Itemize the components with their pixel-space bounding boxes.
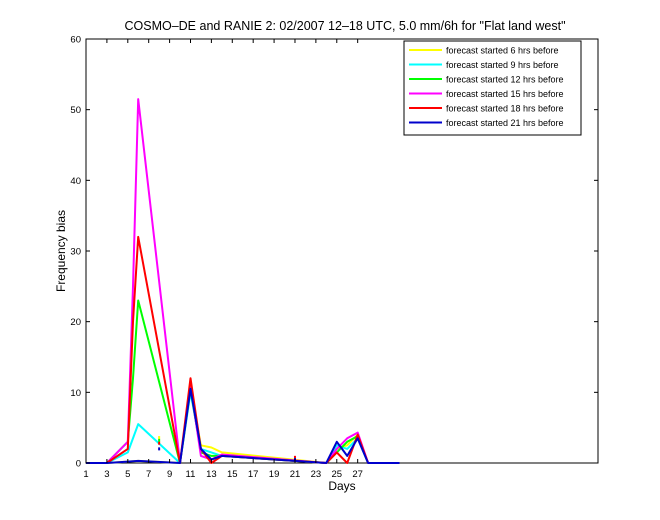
y-tick-label: 10: [70, 388, 81, 399]
x-tick-label: 11: [186, 469, 196, 480]
y-tick-label: 40: [70, 176, 81, 187]
data-point-marker: [158, 447, 161, 451]
y-tick-label: 50: [70, 105, 81, 116]
legend-box: [403, 40, 582, 136]
legend-entry: forecast started 18 hrs before: [446, 104, 564, 114]
data-point-marker: [158, 436, 161, 440]
y-tick-label: 20: [70, 317, 81, 328]
x-tick-label: 13: [206, 469, 217, 480]
legend: forecast started 6 hrs before forecast st…: [403, 40, 582, 136]
y-tick-label: 0: [76, 459, 81, 470]
data-point-marker: [158, 438, 161, 442]
legend-entry: forecast started 15 hrs before: [446, 89, 564, 99]
data-point-marker: [293, 455, 296, 459]
legend-entry: forecast started 21 hrs before: [446, 118, 564, 128]
legend-entry: forecast started 12 hrs before: [446, 75, 564, 85]
x-tick-label: 15: [227, 469, 238, 480]
x-tick-label: 1: [83, 469, 88, 480]
x-axis-label: Days: [328, 479, 355, 493]
x-tick-label: 9: [167, 469, 172, 480]
data-point-marker: [158, 441, 161, 445]
x-tick-label: 17: [248, 469, 259, 480]
x-tick-label: 3: [104, 469, 109, 480]
series-line-4: [86, 98, 400, 464]
x-tick-label: 21: [290, 469, 301, 480]
x-tick-label: 23: [311, 469, 322, 480]
y-axis-label: Frequency bias: [54, 210, 68, 292]
legend-entry: forecast started 9 hrs before: [446, 60, 559, 70]
x-tick-label: 25: [331, 469, 342, 480]
x-tick-label: 19: [269, 469, 280, 480]
x-tick-label: 7: [146, 469, 151, 480]
series-line-2: [86, 391, 400, 464]
y-tick-label: 60: [70, 35, 81, 46]
chart-title: COSMO–DE and RANIE 2: 02/2007 12–18 UTC,…: [124, 19, 565, 33]
x-tick-label: 27: [352, 469, 363, 480]
series-line-6: [86, 387, 400, 464]
x-tick-label: 5: [125, 469, 130, 480]
y-tick-label: 30: [70, 247, 81, 258]
legend-entry: forecast started 6 hrs before: [446, 46, 559, 56]
